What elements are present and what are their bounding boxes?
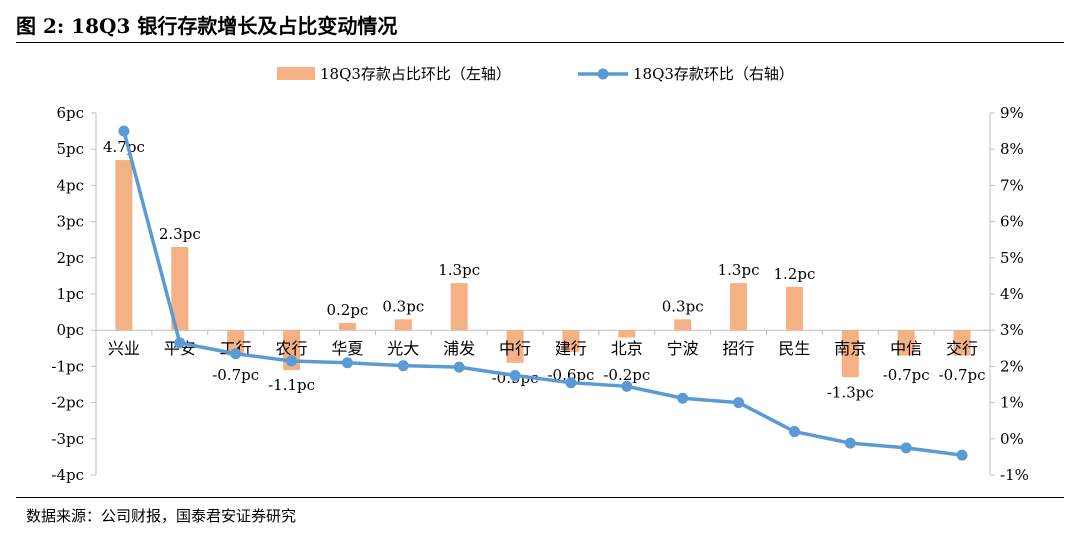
bar-南京 (841, 330, 859, 378)
left-y-tick-label: -2pc (51, 394, 84, 412)
title-divider (16, 42, 1064, 43)
left-y-tick-label: 3pc (56, 213, 84, 231)
line-point-农行 (286, 355, 298, 367)
left-y-tick-label: 1pc (56, 285, 84, 303)
bar-中行 (506, 330, 524, 363)
source-divider (16, 497, 1064, 498)
left-y-tick-label: 4pc (56, 176, 84, 194)
bar-浦发 (450, 283, 468, 331)
bar-建行 (562, 330, 580, 352)
bar-交行 (953, 330, 971, 356)
left-y-tick-label: -3pc (51, 430, 84, 448)
category-label: 招行 (723, 339, 755, 358)
line-point-北京 (621, 380, 633, 392)
line-point-招行 (733, 397, 745, 409)
category-label: 交行 (946, 339, 978, 358)
right-y-tick-label: 0% (1000, 430, 1024, 448)
bar-北京 (618, 330, 636, 338)
category-label: 南京 (834, 339, 866, 358)
bar-data-label: 1.3pc (438, 261, 480, 279)
line-point-光大 (397, 360, 409, 372)
line-point-中行 (509, 369, 521, 381)
left-y-tick-label: -4pc (51, 466, 84, 484)
bar-data-label: 0.2pc (327, 301, 369, 319)
bar-data-label: 0.3pc (382, 297, 424, 315)
category-label: 华夏 (331, 339, 363, 358)
bar-光大 (394, 319, 412, 331)
bar-data-label: -0.7pc (212, 366, 259, 384)
right-y-tick-label: -1% (1000, 466, 1029, 484)
category-label: 北京 (611, 339, 643, 358)
bar-民生 (785, 286, 803, 331)
bar-data-label: -1.3pc (827, 383, 874, 401)
legend-bar-swatch (277, 67, 315, 80)
left-y-tick-label: 2pc (56, 249, 84, 267)
right-y-tick-label: 6% (1000, 213, 1024, 231)
bar-data-label: 4.7pc (103, 138, 145, 156)
bar-data-label: 2.3pc (159, 225, 201, 243)
bar-data-label: 1.3pc (718, 261, 760, 279)
line-point-民生 (788, 426, 800, 438)
line-point-交行 (956, 449, 968, 461)
category-label: 农行 (276, 339, 308, 358)
chart-legend: 18Q3存款占比环比（左轴） 18Q3存款环比（右轴） (277, 65, 794, 83)
right-y-tick-label: 4% (1000, 285, 1024, 303)
left-y-tick-label: -1pc (51, 357, 84, 375)
line-point-宁波 (677, 392, 689, 404)
left-y-tick-label: 5pc (56, 140, 84, 158)
left-y-tick-label: 6pc (56, 104, 84, 122)
figure-title: 图 2: 18Q3 银行存款增长及占比变动情况 (16, 14, 398, 38)
category-label: 民生 (778, 339, 810, 358)
right-y-tick-label: 1% (1000, 394, 1024, 412)
bar-中信 (897, 330, 915, 356)
line-point-浦发 (453, 361, 465, 373)
category-label: 光大 (387, 339, 419, 358)
right-y-tick-label: 8% (1000, 140, 1024, 158)
category-label: 兴业 (108, 339, 140, 358)
line-point-中信 (900, 442, 912, 454)
category-label: 宁波 (667, 339, 699, 358)
right-y-tick-label: 7% (1000, 176, 1024, 194)
line-point-工行 (230, 348, 242, 360)
bar-data-label: -1.1pc (268, 376, 315, 394)
source-note: 数据来源：公司财报，国泰君安证券研究 (26, 507, 297, 525)
right-y-tick-label: 5% (1000, 249, 1024, 267)
right-y-tick-label: 9% (1000, 104, 1024, 122)
line-point-华夏 (341, 357, 353, 369)
plot-area: -4pc -3pc -2pc -1pc 0pc 1pc 2pc 3pc 4pc 5pc 6pc -1%… (51, 104, 1029, 484)
legend-line-marker (597, 68, 609, 80)
bar-data-label: -0.7pc (883, 366, 930, 384)
line-point-建行 (565, 377, 577, 389)
right-y-tick-label: 3% (1000, 321, 1024, 339)
bar-招行 (730, 283, 748, 331)
bar-data-label: -0.7pc (939, 366, 986, 384)
category-label: 浦发 (443, 339, 475, 358)
bar-宁波 (674, 319, 692, 331)
bar-兴业 (115, 160, 133, 331)
line-point-南京 (844, 437, 856, 449)
category-label: 建行 (555, 339, 587, 358)
line-series-deposit-growth (122, 130, 963, 457)
category-label: 中信 (890, 339, 922, 358)
line-point-兴业 (118, 125, 130, 137)
legend-bar-label: 18Q3存款占比环比（左轴） (320, 65, 511, 83)
right-y-tick-label: 2% (1000, 357, 1024, 375)
bar-data-label: -0.2pc (603, 366, 650, 384)
left-y-tick-label: 0pc (56, 321, 84, 339)
line-point-平安 (174, 337, 186, 349)
bar-平安 (171, 246, 189, 331)
bar-工行 (227, 330, 245, 356)
category-label: 中行 (499, 339, 531, 358)
bar-data-label: 0.3pc (662, 297, 704, 315)
bar-华夏 (338, 322, 356, 331)
legend-line-label: 18Q3存款环比（右轴） (633, 65, 794, 83)
bar-data-label: 1.2pc (774, 265, 816, 283)
